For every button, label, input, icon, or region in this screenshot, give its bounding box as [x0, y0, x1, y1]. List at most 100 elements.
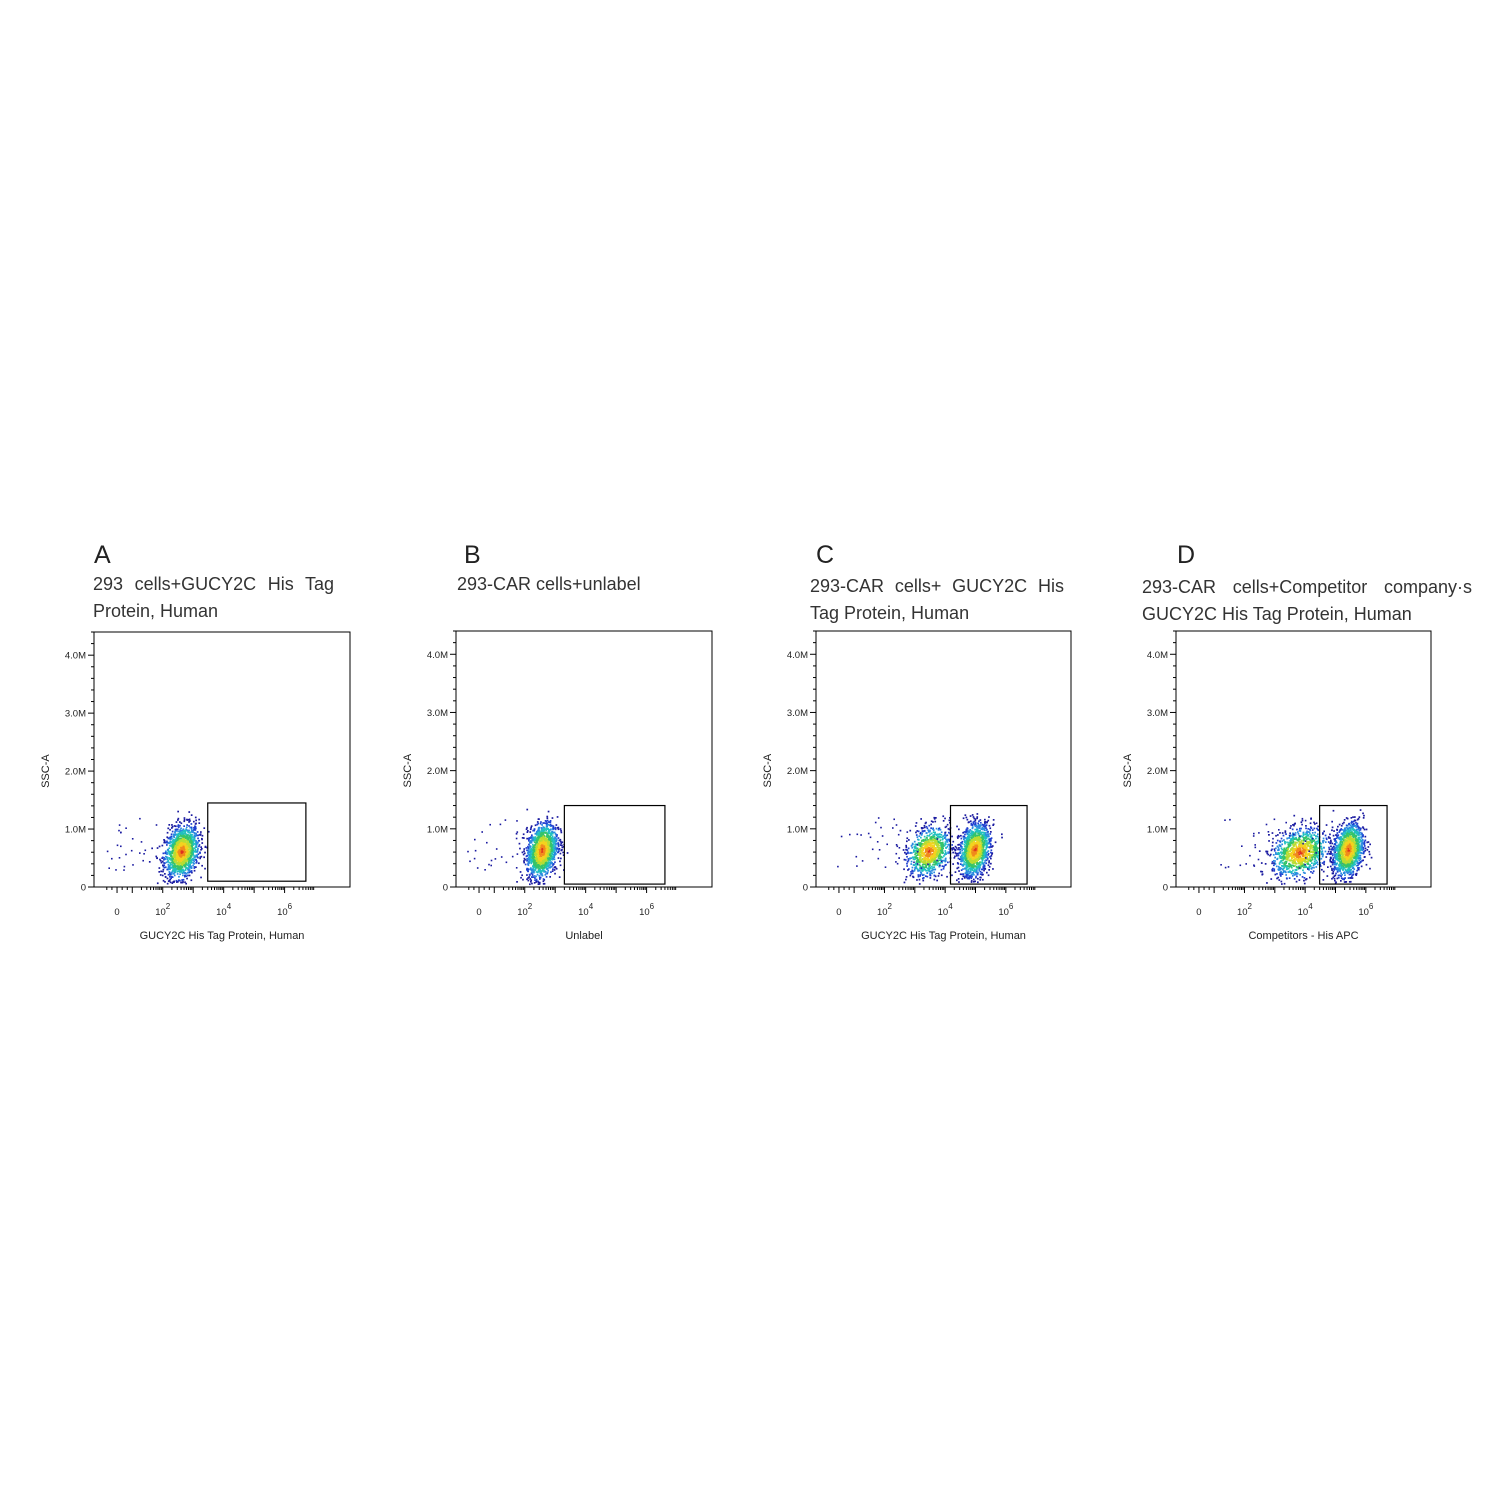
scatter-point	[186, 853, 189, 856]
scatter-point	[176, 861, 179, 864]
scatter-point	[940, 842, 943, 844]
scatter-point	[538, 883, 541, 885]
scatter-point	[120, 845, 122, 848]
scatter-point	[551, 835, 554, 838]
scatter-point	[933, 866, 935, 869]
scatter-point	[535, 867, 537, 870]
scatter-point	[190, 823, 193, 825]
scatter-point	[181, 833, 183, 836]
scatter-point	[981, 861, 983, 864]
scatter-point	[542, 833, 544, 835]
scatter-point	[922, 852, 925, 854]
scatter-point	[552, 841, 554, 843]
gate-rectangle[interactable]	[563, 804, 666, 885]
scatter-point	[929, 866, 932, 869]
scatter-point	[175, 850, 178, 852]
scatter-point	[125, 853, 127, 856]
scatter-point	[969, 815, 972, 817]
scatter-point	[544, 866, 547, 868]
scatter-point	[169, 858, 172, 861]
scatter-point	[540, 857, 543, 860]
scatter-point	[983, 832, 986, 834]
scatter-point	[168, 852, 170, 855]
scatter-point	[554, 846, 557, 849]
scatter-point	[182, 868, 184, 871]
scatter-point	[555, 839, 558, 842]
scatter-point	[528, 843, 530, 846]
scatter-point	[941, 856, 944, 859]
scatter-point	[930, 856, 932, 859]
scatter-point	[186, 856, 189, 858]
scatter-point	[537, 881, 540, 884]
scatter-point	[171, 825, 174, 828]
scatter-point	[200, 846, 202, 848]
scatter-point	[192, 864, 194, 867]
scatter-point	[183, 818, 186, 821]
scatter-point	[920, 871, 922, 874]
scatter-point	[990, 862, 992, 865]
scatter-point	[169, 838, 171, 841]
scatter-point	[933, 854, 936, 857]
scatter-point	[979, 832, 982, 834]
scatter-point	[195, 854, 197, 857]
scatter-point	[542, 870, 545, 872]
scatter-point	[904, 851, 906, 854]
scatter-point	[550, 842, 552, 845]
scatter-point	[179, 824, 181, 827]
scatter-point	[188, 845, 191, 848]
scatter-point	[969, 832, 972, 835]
scatter-point	[986, 843, 989, 845]
scatter-point	[930, 823, 932, 826]
scatter-point	[958, 870, 960, 872]
scatter-point	[543, 847, 545, 850]
scatter-point	[540, 827, 543, 829]
scatter-point	[916, 857, 919, 859]
scatter-point	[183, 870, 185, 872]
gate-rectangle[interactable]	[207, 802, 307, 882]
scatter-point	[963, 877, 966, 879]
scatter-point	[913, 849, 915, 851]
scatter-point	[545, 859, 547, 862]
scatter-point	[180, 870, 183, 872]
scatter-point	[184, 858, 187, 860]
scatter-point	[539, 876, 542, 879]
scatter-point	[550, 871, 552, 873]
scatter-point	[992, 819, 995, 821]
scatter-point	[980, 848, 983, 851]
scatter-point	[547, 827, 549, 830]
scatter-point	[945, 853, 947, 855]
scatter-point	[562, 846, 565, 848]
scatter-point	[946, 845, 949, 848]
scatter-point	[174, 852, 176, 855]
scatter-point	[180, 832, 183, 834]
scatter-point	[528, 851, 530, 853]
scatter-point	[529, 856, 531, 858]
scatter-point	[921, 852, 924, 855]
scatter-point	[545, 824, 548, 826]
scatter-point	[186, 836, 188, 839]
scatter-point	[990, 837, 993, 839]
scatter-point	[966, 873, 969, 875]
scatter-point	[176, 828, 179, 831]
scatter-point	[172, 845, 175, 848]
scatter-point	[985, 856, 987, 859]
scatter-point	[911, 856, 914, 859]
scatter-point	[948, 843, 950, 846]
scatter-point	[962, 817, 965, 820]
scatter-point	[906, 849, 909, 852]
scatter-point	[188, 870, 191, 872]
scatter-point	[170, 875, 173, 878]
scatter-point	[167, 856, 169, 859]
scatter-point	[499, 823, 502, 826]
scatter-point	[551, 858, 554, 861]
scatter-point	[193, 820, 195, 823]
scatter-point	[175, 859, 177, 862]
scatter-point	[163, 862, 165, 864]
scatter-point	[966, 837, 969, 839]
scatter-point	[166, 868, 169, 871]
scatter-point	[982, 866, 985, 868]
scatter-point	[965, 860, 968, 863]
scatter-point	[551, 824, 553, 827]
scatter-point	[938, 851, 941, 854]
scatter-point	[547, 858, 550, 861]
